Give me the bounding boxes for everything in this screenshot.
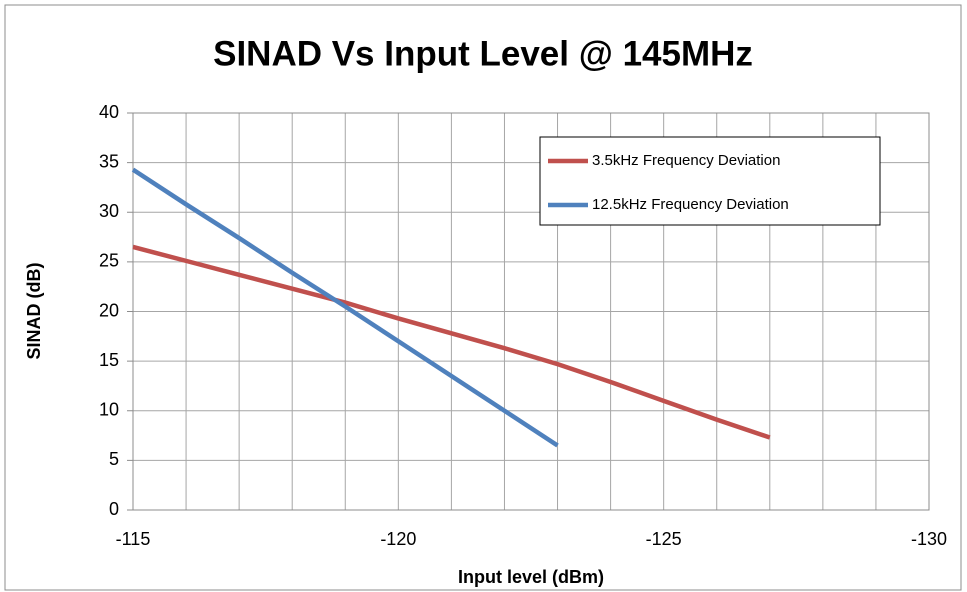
y-tick-label: 40 [99,102,119,122]
y-axis-label: SINAD (dB) [24,263,44,360]
x-axis-label: Input level (dBm) [458,567,604,587]
y-tick-label: 35 [99,151,119,171]
x-tick-label: -125 [646,529,682,549]
legend-box [539,136,881,226]
chart-title: SINAD Vs Input Level @ 145MHz [213,34,753,73]
y-tick-label: 25 [99,251,119,271]
data-line [132,244,771,440]
data-line [131,167,559,448]
y-tick-label: 15 [99,350,119,370]
y-tick-label: 30 [99,201,119,221]
y-tick-label: 10 [99,400,119,420]
x-tick-label: -130 [911,529,947,549]
x-tick-label: -115 [116,529,151,549]
chart-border [4,4,962,591]
x-tick-label: -120 [380,529,416,549]
legend-label: 12.5kHz Frequency Deviation [592,196,789,213]
y-tick-label: 5 [109,449,119,469]
legend-label: 3.5kHz Frequency Deviation [592,152,780,169]
y-tick-label: 20 [99,300,119,320]
y-tick-label: 0 [109,499,119,519]
plot-border [132,112,930,511]
